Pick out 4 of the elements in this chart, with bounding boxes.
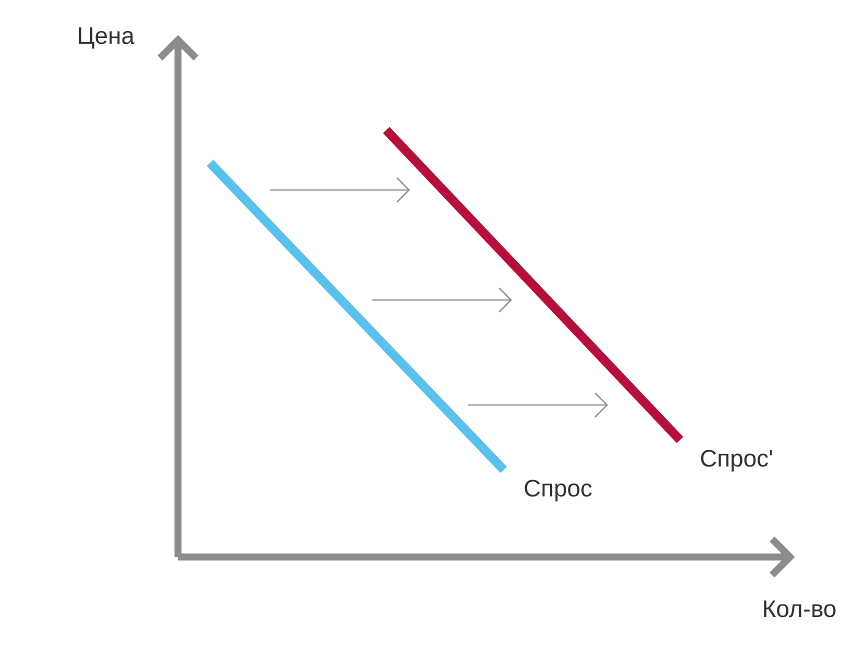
series-label: Спрос xyxy=(524,480,592,502)
y-axis-title: Цена xyxy=(78,27,134,49)
series-label: Спрос' xyxy=(701,450,772,472)
x-axis-title: Кол-во xyxy=(764,600,836,618)
